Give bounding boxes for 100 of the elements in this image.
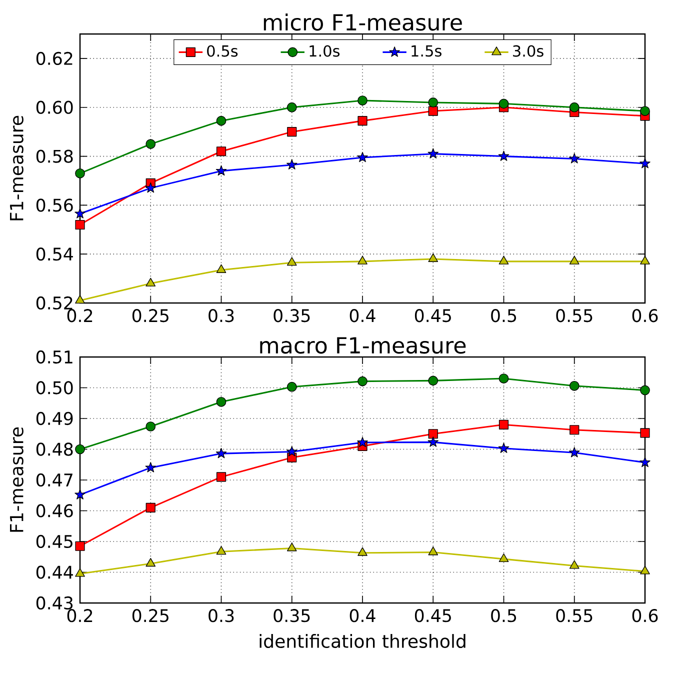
y-tick-label: 0.62	[36, 52, 72, 66]
point	[216, 448, 227, 458]
x-tick-label: 0.3	[208, 609, 234, 622]
point	[146, 139, 156, 149]
point	[74, 208, 86, 218]
point	[498, 256, 509, 264]
point	[640, 456, 650, 468]
point	[358, 256, 368, 264]
x-tick-label: 0.25	[132, 309, 168, 322]
point	[428, 98, 438, 108]
y-tick-label: 0.56	[36, 198, 73, 212]
x-tick-label: 0.4	[350, 609, 376, 622]
point	[498, 374, 509, 384]
point	[428, 253, 438, 262]
point	[358, 96, 368, 106]
x-tick-label: 0.25	[132, 609, 168, 622]
y-tick-label: 0.58	[36, 150, 73, 163]
point	[428, 148, 438, 158]
y-tick-label: 0.50	[36, 381, 73, 394]
point	[358, 547, 368, 556]
point	[286, 382, 297, 392]
chart-title: macro F1-measure	[260, 337, 466, 354]
x-tick-label: 0.2	[67, 309, 92, 322]
y-tick-label: 0.54	[36, 248, 73, 261]
x-tick-label: 0.35	[274, 309, 310, 322]
point	[498, 150, 510, 161]
y-tick-label: 0.48	[36, 442, 73, 456]
point	[640, 428, 650, 438]
legend-label: 1.0s	[310, 45, 340, 57]
point	[75, 444, 85, 454]
x-tick-label: 0.6	[632, 609, 658, 622]
point	[75, 568, 85, 577]
point	[569, 256, 580, 264]
point	[569, 447, 580, 458]
point	[358, 116, 368, 126]
point	[640, 256, 650, 264]
point	[569, 102, 580, 112]
y-tick-label: 0.45	[36, 534, 72, 548]
point	[428, 436, 438, 447]
point	[570, 425, 580, 435]
x-tick-label: 0.2	[67, 609, 92, 622]
x-tick-label: 0.45	[414, 609, 451, 622]
point	[286, 446, 298, 456]
point	[287, 127, 297, 137]
y-tick-label: 0.43	[36, 596, 73, 610]
y-tick-label: 0.49	[36, 412, 73, 426]
point	[145, 462, 156, 472]
x-tick-label: 0.3	[208, 309, 234, 322]
point	[74, 489, 86, 500]
x-axis-title: identification threshold	[260, 634, 466, 648]
point	[640, 158, 650, 168]
point	[569, 560, 580, 569]
point	[216, 546, 226, 555]
point	[216, 472, 226, 482]
point	[428, 546, 438, 556]
y-tick-label: 0.47	[36, 473, 72, 487]
point	[428, 429, 438, 439]
point	[428, 106, 438, 116]
legend-label: 0.5s	[207, 45, 238, 57]
point	[75, 541, 85, 551]
x-tick-label: 0.55	[556, 609, 592, 622]
point	[498, 553, 509, 562]
x-tick-label: 0.45	[414, 309, 451, 322]
y-tick-label: 0.51	[36, 350, 72, 364]
point	[216, 146, 226, 156]
point	[498, 442, 510, 453]
point	[216, 396, 226, 407]
point	[640, 106, 650, 116]
legend-label: 1.5s	[412, 45, 442, 57]
point	[146, 558, 156, 567]
point	[145, 182, 156, 193]
point	[146, 422, 156, 432]
y-tick-label: 0.46	[36, 504, 73, 518]
point	[358, 376, 368, 386]
y-tick-label: 0.52	[36, 296, 72, 310]
y-tick-label: 0.60	[36, 100, 73, 114]
x-tick-label: 0.5	[491, 609, 516, 622]
point	[498, 98, 509, 109]
point	[286, 102, 297, 112]
x-tick-label: 0.6	[632, 309, 658, 322]
point	[640, 566, 650, 574]
point	[569, 153, 580, 164]
x-tick-label: 0.55	[556, 309, 592, 322]
point	[286, 542, 297, 552]
point	[569, 380, 580, 391]
point	[640, 385, 650, 396]
y-axis-title: F1-measure	[10, 427, 24, 532]
point	[216, 264, 226, 273]
y-tick-label: 0.44	[36, 566, 73, 579]
point	[357, 152, 368, 162]
point	[216, 165, 227, 176]
point	[286, 257, 297, 266]
point	[428, 376, 438, 386]
point	[146, 278, 156, 286]
point	[146, 502, 156, 512]
point	[75, 294, 85, 304]
y-axis-title: F1-measure	[10, 116, 24, 220]
x-tick-label: 0.35	[274, 609, 310, 622]
point	[498, 420, 509, 430]
chart-title: micro F1-measure	[264, 14, 462, 31]
